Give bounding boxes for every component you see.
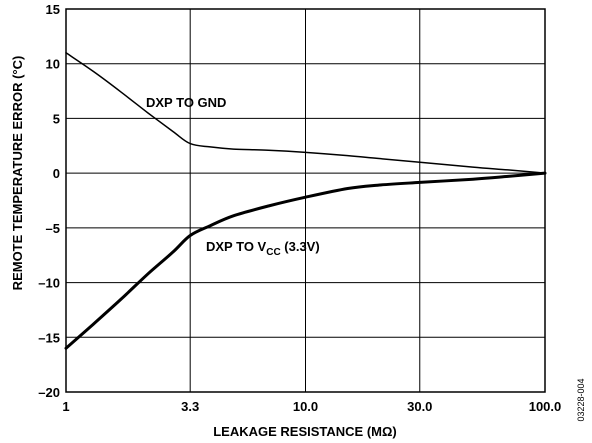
series-line-dxp-to-vcc [64,171,547,350]
x-axis-label: LEAKAGE RESISTANCE (MΩ) [213,424,397,439]
x-tick-label: 30.0 [407,399,432,414]
series-line-dxp-to-gnd [65,52,546,174]
annotation-dxp-to-gnd: DXP TO GND [146,95,226,110]
x-tick-label: 1 [62,399,69,414]
x-tick-label: 100.0 [529,399,562,414]
y-tick-label: 5 [53,111,60,126]
y-tick-label: –20 [38,385,60,400]
annotation-dxp-to-vcc-main: DXP TO V [206,239,267,254]
curves [64,52,547,350]
annotation-dxp-to-vcc: DXP TO VCC (3.3V) [206,239,320,258]
y-tick-label: –5 [46,221,60,236]
y-tick-label: –10 [38,276,60,291]
y-tick-label: 10 [46,57,60,72]
y-axis-label: REMOTE TEMPERATURE ERROR (°C) [10,56,25,291]
figure-code: 03228-004 [576,378,586,421]
y-tick-label: 15 [46,2,60,17]
x-tick-label: 3.3 [181,399,199,414]
x-tick-labels: 1 3.3 10.0 30.0 100.0 [62,399,561,414]
x-tick-label: 10.0 [293,399,318,414]
annotation-dxp-to-vcc-tail: (3.3V) [281,239,320,254]
y-tick-labels: 15 10 5 0 –5 –10 –15 –20 [38,2,60,400]
y-tick-label: –15 [38,330,60,345]
plot-frame [65,8,546,393]
annotation-dxp-to-vcc-subscript: CC [266,247,280,258]
grid [65,8,546,393]
y-tick-label: 0 [53,166,60,181]
